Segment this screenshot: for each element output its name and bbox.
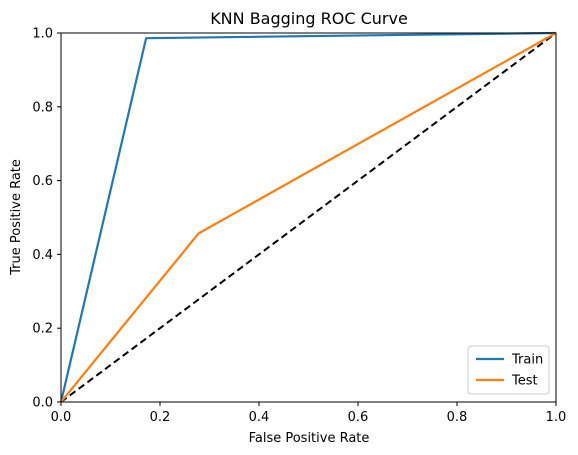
- x-tick-label: 0.6: [348, 410, 369, 425]
- y-tick-label: 0.4: [32, 248, 53, 263]
- plot-area: [59, 31, 557, 403]
- y-tick-label: 0.2: [32, 322, 53, 337]
- x-tick-label: 0.4: [249, 410, 270, 425]
- series-line-train: [59, 31, 557, 403]
- y-axis-label: True Positive Rate: [9, 159, 24, 276]
- chart-title: KNN Bagging ROC Curve: [210, 9, 408, 28]
- axes-frame: [60, 32, 557, 403]
- x-axis-label: False Positive Rate: [249, 431, 370, 446]
- axis-ticks: 0.0 0.2 0.4 0.6 0.8 1.0 0.0 0.2 0.4 0.6 0.8 1.0: [32, 27, 566, 426]
- y-tick-label: 0.6: [32, 174, 53, 189]
- y-tick-label: 1.0: [32, 27, 53, 42]
- x-tick-label: 0.0: [51, 410, 72, 425]
- legend: Train Test: [467, 345, 550, 395]
- y-tick-label: 0.0: [32, 396, 53, 411]
- x-tick-label: 0.8: [447, 410, 468, 425]
- x-tick-label: 1.0: [546, 410, 567, 425]
- y-tick-label: 0.8: [32, 100, 53, 115]
- legend-label-train: Train: [511, 353, 543, 368]
- legend-label-test: Test: [511, 374, 538, 389]
- x-tick-label: 0.2: [150, 410, 171, 425]
- series-line-test: [60, 32, 557, 403]
- chance-diagonal-line: [60, 32, 557, 403]
